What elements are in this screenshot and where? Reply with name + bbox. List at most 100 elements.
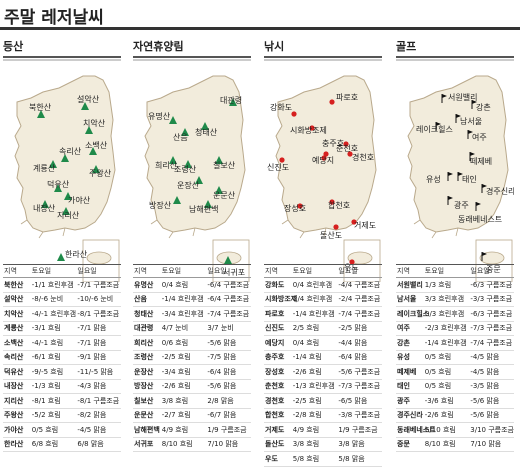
sunday-cell: 5/8 맑음 bbox=[338, 454, 365, 463]
map-label: 강화도 bbox=[270, 102, 292, 112]
map-label: 중문 bbox=[486, 265, 501, 274]
map-label: 여주 bbox=[472, 132, 487, 142]
golf-flag-icon bbox=[469, 152, 475, 161]
region-cell: 춘천호 bbox=[265, 382, 285, 391]
sunday-cell: -2/4 구름조금 bbox=[338, 295, 381, 304]
panel-title-rule bbox=[133, 56, 251, 58]
region-cell: 거제도 bbox=[265, 425, 285, 434]
golf-flag-icon bbox=[475, 202, 481, 211]
table-row: 내장산 -1/3 흐림 -4/3 맑음 bbox=[3, 380, 121, 394]
table-row: 태인 0/5 흐림 -3/5 맑음 bbox=[396, 380, 514, 394]
map-label: 남해편백 bbox=[189, 204, 218, 214]
region-cell: 파로호 bbox=[265, 309, 285, 318]
table-row: 광주 -3/6 흐림 -5/6 맑음 bbox=[396, 394, 514, 409]
saturday-cell: -2/6 흐림 bbox=[292, 367, 322, 376]
sunday-cell: -7/4 구름조금 bbox=[207, 309, 250, 318]
region-cell: 경천호 bbox=[265, 396, 285, 405]
saturday-cell: -3/1 흐림 bbox=[31, 324, 61, 333]
table-row: 운문산 -2/7 흐림 -6/7 맑음 bbox=[133, 409, 251, 423]
map-label: 장성호 bbox=[284, 203, 306, 213]
saturday-cell: -5/2 흐림 bbox=[31, 411, 61, 420]
region-cell: 우도 bbox=[265, 454, 278, 463]
panel-title-bar bbox=[396, 59, 514, 61]
table-row: 한라산 6/8 흐림 6/8 맑음 bbox=[3, 438, 121, 452]
weather-table: 지역 토요일 일요일 강화도 0/4 흐린후갬 -4/4 구름조금 시화방조제 2/4 흐린후… bbox=[264, 264, 382, 467]
table-row: 가야산 0/5 흐림 -4/5 맑음 bbox=[3, 423, 121, 438]
region-cell: 대관령 bbox=[134, 324, 154, 333]
region-cell: 유명산 bbox=[134, 280, 154, 289]
saturday-cell: -8/-6 눈비 bbox=[31, 295, 64, 304]
sunday-cell: 7/10 맑음 bbox=[207, 440, 239, 449]
saturday-cell: -4/-1 흐린후갬 bbox=[31, 309, 77, 318]
region-cell: 남서울 bbox=[397, 295, 417, 304]
map-label: 돌산도 bbox=[320, 230, 342, 240]
saturday-cell: 0/5 흐림 bbox=[424, 367, 452, 376]
region-cell: 내장산 bbox=[4, 382, 24, 391]
saturday-cell: 4/9 흐림 bbox=[161, 425, 189, 434]
table-row: 동래베네스트 6/10 흐림 3/10 구름조금 bbox=[396, 423, 514, 438]
saturday-cell: -2/5 흐림 bbox=[161, 353, 191, 362]
map-label: 경주신라 bbox=[486, 186, 514, 196]
region-cell: 조령산 bbox=[134, 353, 154, 362]
map-label: 레이크힐스 bbox=[416, 124, 453, 134]
sunday-cell: -10/-6 눈비 bbox=[77, 295, 114, 304]
table-row: 서원밸리 1/3 흐림 -6/3 구름조금 bbox=[396, 278, 514, 293]
table-row: 장성호 -2/6 흐림 -5/6 구름조금 bbox=[264, 365, 382, 380]
sunday-cell: -4/5 맑음 bbox=[470, 353, 500, 362]
location-dot-icon bbox=[279, 157, 285, 163]
saturday-cell: -2/3 흐린후갬 bbox=[424, 324, 467, 333]
map-label: 설악산 bbox=[77, 94, 100, 104]
weather-table: 지역 토요일 일요일 서원밸리 1/3 흐림 -6/3 구름조금 남서울 3/3 흐린후갬 -3… bbox=[396, 264, 514, 452]
golf-flag-icon bbox=[455, 114, 461, 123]
panel-2: 자연휴양림 대관령 유명산 산음 청태산 희리산 조령산 칠보산 운장산 운문산 방장산 남해편백 서귀… bbox=[133, 38, 251, 452]
tree-icon bbox=[64, 192, 72, 200]
region-cell: 방장산 bbox=[134, 382, 154, 391]
saturday-cell: 0/5 흐림 bbox=[424, 382, 452, 391]
tree-icon bbox=[215, 156, 223, 164]
map-label: 경천호 bbox=[352, 152, 374, 162]
sunday-cell: -6/4 맑음 bbox=[338, 353, 368, 362]
table-row: 희리산 0/6 흐림 -5/6 맑음 bbox=[133, 336, 251, 351]
location-dot-icon bbox=[343, 141, 349, 147]
map-label: 주왕산 bbox=[89, 168, 112, 178]
map-label: 방장산 bbox=[149, 200, 172, 210]
sunday-cell: 2/8 맑음 bbox=[207, 396, 234, 405]
table-row: 여주 -2/3 흐린후갬 -7/3 구름조금 bbox=[396, 322, 514, 336]
location-dot-icon bbox=[321, 155, 327, 161]
region-cell: 운장산 bbox=[134, 367, 154, 376]
tree-icon bbox=[49, 160, 57, 168]
location-dot-icon bbox=[309, 125, 315, 131]
region-cell: 한라산 bbox=[4, 440, 24, 449]
sunday-cell: 3/10 구름조금 bbox=[470, 425, 514, 434]
map-label: 운문산 bbox=[213, 190, 236, 200]
table-row: 예당지 0/4 흐림 -4/4 맑음 bbox=[264, 336, 382, 351]
region-cell: 서귀포 bbox=[134, 440, 154, 449]
map-label: 떼제베 bbox=[470, 156, 492, 166]
map-label: 유명산 bbox=[148, 111, 171, 121]
table-header: 지역 토요일 일요일 bbox=[3, 264, 121, 278]
region-cell: 돌산도 bbox=[265, 440, 285, 449]
table-row: 조령산 -2/5 흐림 -7/5 맑음 bbox=[133, 351, 251, 365]
region-cell: 남해편백 bbox=[134, 425, 160, 434]
tree-icon bbox=[61, 154, 69, 162]
header-sunday: 일요일 bbox=[77, 267, 97, 275]
saturday-cell: -1/4 흐린후갬 bbox=[292, 309, 335, 318]
saturday-cell: 0/6 흐림 bbox=[161, 338, 189, 347]
saturday-cell: -1/4 흐린후갬 bbox=[161, 295, 204, 304]
map-label: 치악산 bbox=[83, 118, 106, 128]
saturday-cell: -8/1 흐림 bbox=[31, 396, 61, 405]
header-sunday: 일요일 bbox=[207, 267, 227, 275]
sunday-cell: -8/2 맑음 bbox=[77, 411, 107, 420]
map-label: 남서울 bbox=[460, 117, 482, 126]
region-cell: 칠보산 bbox=[134, 396, 154, 405]
saturday-cell: -4/-1 흐림 bbox=[31, 338, 64, 347]
table-row: 경천호 -2/5 흐림 -6/5 맑음 bbox=[264, 394, 382, 409]
region-cell: 운문산 bbox=[134, 411, 154, 420]
golf-flag-icon bbox=[435, 122, 441, 131]
table-row: 경주신라 -2/6 흐림 -5/6 맑음 bbox=[396, 409, 514, 423]
sunday-cell: -7/3 구름조금 bbox=[338, 382, 381, 391]
sunday-cell: 1/9 구름조금 bbox=[338, 425, 378, 434]
table-row: 강촌 -1/4 흐린후갬 -7/4 구름조금 bbox=[396, 336, 514, 351]
table-row: 거제도 4/9 흐림 1/9 구름조금 bbox=[264, 423, 382, 438]
